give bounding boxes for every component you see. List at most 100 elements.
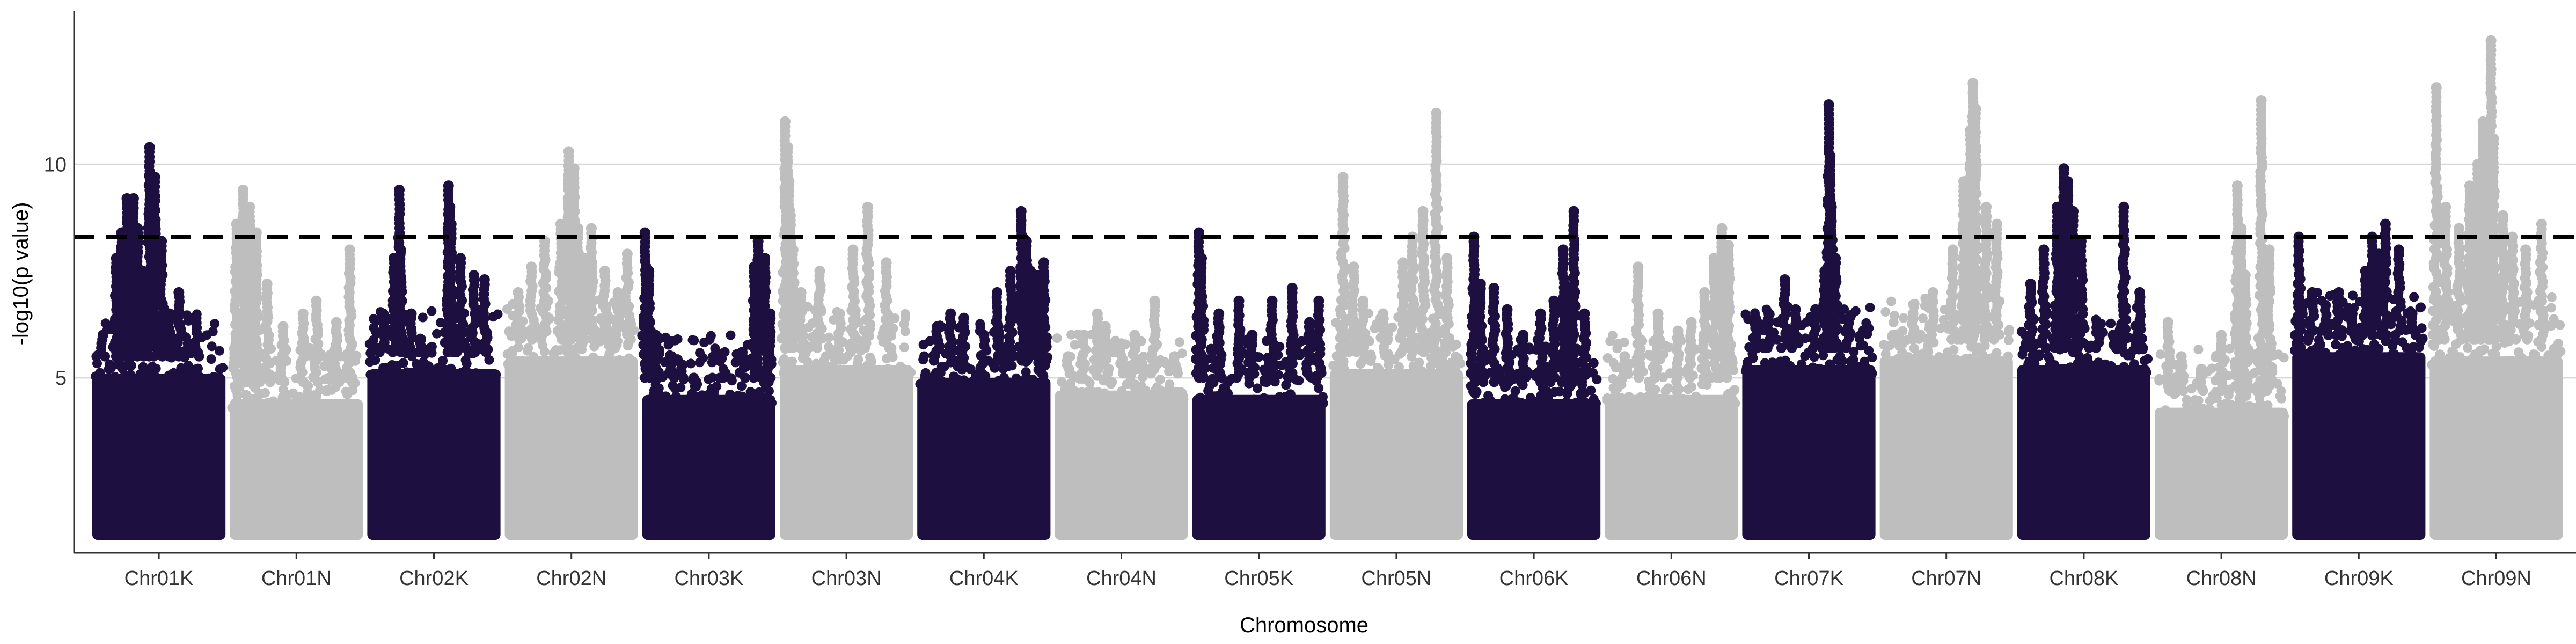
snp-point <box>1294 396 1304 406</box>
snp-peak-point <box>1116 338 1127 349</box>
snp-peak-point <box>1790 304 1801 315</box>
snp-point <box>427 306 437 316</box>
snp-point <box>423 361 434 371</box>
snp-peak-point <box>795 287 807 298</box>
snp-point <box>1531 400 1541 411</box>
snp-point <box>1909 343 1919 353</box>
snp-peak-point <box>1092 308 1103 319</box>
snp-peak-point <box>1267 295 1278 306</box>
snp-peak-point <box>1652 308 1664 319</box>
snp-peak-point <box>1488 282 1499 294</box>
snp-point <box>162 377 172 387</box>
snp-peak-point <box>1568 206 1579 217</box>
snp-point <box>1818 350 1828 361</box>
snp-point <box>206 354 216 364</box>
snp-point <box>1359 372 1370 382</box>
snp-peak-point <box>1129 330 1140 341</box>
points-layer <box>91 35 2566 540</box>
snp-point <box>192 373 202 383</box>
snp-point <box>1802 317 1812 327</box>
snp-peak-point <box>1357 295 1368 306</box>
snp-point <box>310 400 320 410</box>
snp-peak-point <box>1887 330 1899 341</box>
snp-point <box>446 363 456 374</box>
snp-point <box>183 361 193 370</box>
snp-point <box>1579 388 1590 398</box>
snp-point <box>900 326 910 336</box>
snp-point <box>700 398 710 408</box>
snp-band-chr01n <box>230 399 363 540</box>
snp-peak-point <box>1417 206 1429 217</box>
chromosome-group-chr05n <box>1328 107 1466 540</box>
snp-point <box>1443 364 1453 375</box>
snp-peak-point <box>378 308 389 319</box>
snp-point <box>427 371 437 381</box>
snp-point <box>1664 398 1674 408</box>
snp-point <box>1368 372 1378 383</box>
snp-point <box>1297 336 1307 346</box>
snp-peak-point <box>1750 312 1761 324</box>
snp-point <box>936 362 947 372</box>
snp-point <box>1960 354 1971 364</box>
snp-peak-point <box>834 308 845 319</box>
snp-point <box>1889 317 1898 327</box>
snp-point <box>1195 392 1205 402</box>
snp-point <box>95 368 105 378</box>
snp-point <box>2004 327 2014 337</box>
snp-point <box>322 355 332 365</box>
snp-point <box>2003 335 2014 345</box>
snp-peak-point <box>415 334 426 345</box>
snp-point <box>1426 361 1436 371</box>
snp-point <box>1608 374 1618 384</box>
snp-point <box>862 361 872 371</box>
snp-peak-point <box>277 321 289 332</box>
snp-point <box>1898 355 1908 365</box>
snp-point <box>1706 396 1716 405</box>
snp-peak-point <box>311 295 322 306</box>
snp-point <box>811 358 821 369</box>
snp-point <box>1552 401 1562 412</box>
snp-point <box>949 372 960 382</box>
snp-point <box>757 392 767 402</box>
snp-point <box>180 375 190 385</box>
snp-point <box>264 398 274 408</box>
snp-point <box>787 356 797 367</box>
snp-point <box>1401 372 1411 382</box>
snp-peak-point <box>1313 295 1324 306</box>
snp-point <box>648 390 658 400</box>
snp-point <box>1848 354 1858 364</box>
chromosome-group-chr07n <box>1879 78 2015 540</box>
snp-point <box>1854 334 1864 344</box>
snp-point <box>896 369 906 378</box>
snp-peak-point <box>1079 330 1089 341</box>
snp-point <box>882 354 892 364</box>
snp-point <box>215 377 225 387</box>
snp-peak-point <box>1196 253 1207 264</box>
snp-point <box>507 360 517 370</box>
snp-point <box>1916 360 1927 370</box>
snp-band-chr04n <box>1055 390 1188 540</box>
snp-point <box>1655 394 1665 404</box>
snp-point <box>1417 371 1428 382</box>
snp-point <box>1882 342 1892 352</box>
snp-point <box>1575 402 1585 413</box>
snp-point <box>1451 339 1461 349</box>
snp-point <box>572 343 582 353</box>
snp-peak-point <box>149 172 160 183</box>
snp-point <box>1057 377 1067 387</box>
snp-point <box>1862 329 1872 339</box>
snp-point <box>1860 356 1870 367</box>
snp-peak-point <box>1304 317 1315 328</box>
snp-peak-point <box>1579 308 1590 319</box>
snp-point <box>1426 371 1437 382</box>
snp-point <box>760 383 771 393</box>
snp-point <box>1165 379 1175 390</box>
snp-point <box>930 370 940 380</box>
snp-peak-point <box>191 312 202 324</box>
snp-point <box>1268 397 1278 407</box>
snp-point <box>1253 383 1262 393</box>
snp-peak-point <box>1233 295 1245 306</box>
snp-point <box>1274 370 1284 380</box>
snp-point <box>1949 345 1959 355</box>
